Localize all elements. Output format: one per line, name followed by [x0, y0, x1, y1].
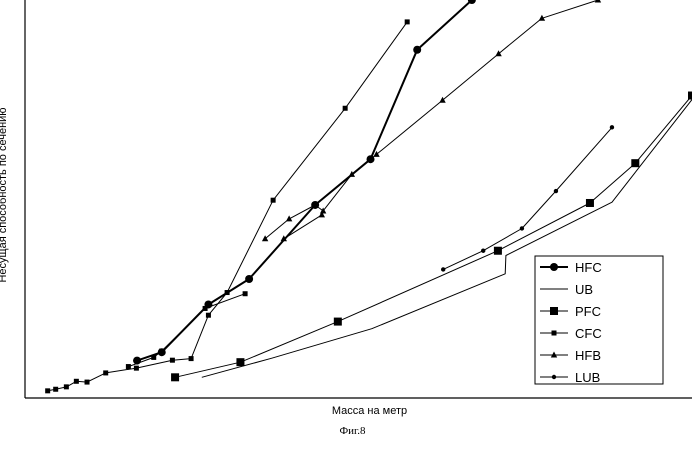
data-point-cfc	[225, 290, 230, 295]
legend-label-lub: LUB	[575, 370, 600, 385]
data-point-cfc	[405, 19, 410, 24]
legend-marker-lub	[552, 375, 556, 379]
data-point-hfc	[413, 46, 421, 54]
legend-marker-hfc	[550, 263, 558, 271]
data-point-cfc	[271, 198, 276, 203]
data-point-hfb	[439, 97, 445, 103]
data-point-cfc	[64, 384, 69, 389]
legend-marker-cfc	[552, 331, 557, 336]
data-point-cfc	[74, 379, 79, 384]
data-point-pfc	[236, 358, 244, 366]
data-point-cfc	[45, 388, 50, 393]
legend-label-ub: UB	[575, 282, 593, 297]
data-point-pfc	[494, 247, 502, 255]
data-point-cfc	[134, 366, 139, 371]
data-point-cfc	[203, 306, 208, 311]
data-point-pfc	[586, 199, 594, 207]
data-point-cfc	[53, 387, 58, 392]
data-point-pfc	[334, 318, 342, 326]
data-point-hfb	[262, 235, 268, 241]
data-point-lub	[554, 189, 558, 193]
data-point-cfc	[206, 313, 211, 318]
data-point-pfc	[171, 373, 179, 381]
series-lub	[441, 125, 614, 271]
x-axis-label: Масса на метр	[0, 405, 699, 417]
data-point-cfc	[126, 364, 131, 369]
figure-caption: Фиг.8	[0, 425, 699, 437]
legend-label-pfc: PFC	[575, 304, 601, 319]
series-cfc	[45, 19, 410, 393]
series-line-cfc	[128, 294, 245, 367]
series-line-hfc	[137, 0, 472, 361]
series-hfb	[281, 211, 325, 241]
legend-label-cfc: CFC	[575, 326, 602, 341]
data-point-hfc	[245, 275, 253, 283]
data-point-lub	[441, 267, 445, 271]
data-point-pfc	[631, 159, 639, 167]
series-hfc	[133, 0, 476, 365]
data-point-hfb	[495, 50, 501, 56]
legend: HFC UB PFC CFC HFB LUB	[535, 256, 663, 385]
legend-marker-pfc	[550, 307, 558, 315]
data-point-cfc	[189, 356, 194, 361]
data-point-cfc	[159, 349, 164, 354]
data-point-lub	[520, 226, 524, 230]
data-point-cfc	[85, 380, 90, 385]
legend-label-hfb: HFB	[575, 348, 601, 363]
data-point-cfc	[343, 106, 348, 111]
data-point-pfc	[688, 92, 696, 100]
data-point-hfb	[286, 215, 292, 221]
data-point-cfc	[170, 358, 175, 363]
data-point-lub	[610, 125, 614, 129]
data-point-lub	[481, 249, 485, 253]
data-point-cfc	[151, 355, 156, 360]
legend-label-hfc: HFC	[575, 260, 602, 275]
series-line-lub	[443, 127, 612, 269]
data-point-cfc	[243, 291, 248, 296]
data-point-cfc	[103, 370, 108, 375]
legend-box	[535, 256, 663, 384]
series-line-cfc	[48, 22, 408, 391]
